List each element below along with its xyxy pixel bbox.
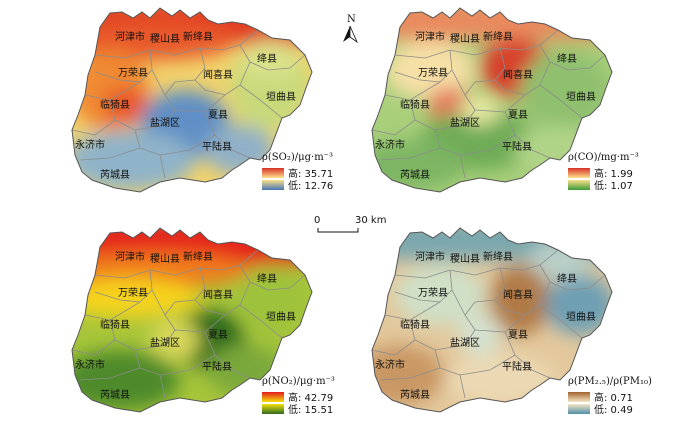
- legend-swatch-low: [262, 180, 284, 190]
- county-label-ruicheng: 芮城县: [400, 168, 430, 181]
- county-label-wanrong: 万荣县: [418, 287, 448, 299]
- county-label-xinjiang: 新绛县: [183, 250, 213, 263]
- county-label-jiangxian: 绛县: [557, 52, 577, 65]
- legend-swatch-high: [568, 392, 590, 402]
- county-label-jiangxian: 绛县: [557, 272, 577, 285]
- county-label-wenxi: 闻喜县: [203, 68, 233, 81]
- legend-high-label: 高: 35.71: [288, 167, 333, 180]
- county-label-pinglu: 平陆县: [502, 140, 532, 153]
- county-label-xinjiang: 新绛县: [183, 30, 213, 43]
- map-panel-pm-ratio: 河津市 稷山县 新绛县 绛县 万荣县 闻喜县 垣曲县 临猗县 盐湖区 夏县 永济…: [371, 227, 652, 416]
- legend-swatch-high: [262, 392, 284, 402]
- county-label-jishan: 稷山县: [150, 253, 180, 265]
- county-label-xiaxian: 夏县: [208, 329, 228, 341]
- legend-low-label: 低: 12.76: [288, 179, 333, 192]
- county-label-wanrong: 万荣县: [118, 287, 148, 299]
- county-label-pinglu: 平陆县: [202, 360, 232, 373]
- county-label-yuanqu: 垣曲县: [566, 91, 596, 103]
- legend-no2: ρ(NO₂)/μg·m⁻³ 高: 42.79 低: 15.51: [262, 376, 335, 416]
- county-label-pinglu: 平陆县: [202, 140, 232, 153]
- map-panel-co: 河津市 稷山县 新绛县 绛县 万荣县 闻喜县 垣曲县 临猗县 盐湖区 夏县 永济…: [371, 7, 639, 193]
- county-label-wenxi: 闻喜县: [503, 288, 533, 301]
- county-label-pinglu: 平陆县: [502, 360, 532, 373]
- county-label-ruicheng: 芮城县: [400, 388, 430, 401]
- county-label-hejin: 河津市: [415, 250, 445, 263]
- legend-swatch-high: [568, 168, 590, 178]
- county-label-yongji: 永济市: [75, 358, 105, 371]
- legend-swatch-high: [262, 168, 284, 178]
- county-label-xiaxian: 夏县: [508, 109, 528, 121]
- county-label-linyi: 临猗县: [100, 98, 130, 111]
- north-arrow: N: [343, 14, 358, 44]
- county-label-linyi: 临猗县: [400, 318, 430, 331]
- county-label-linyi: 临猗县: [100, 318, 130, 331]
- map-panel-no2: 河津市 稷山县 新绛县 绛县 万荣县 闻喜县 垣曲县 临猗县 盐湖区 夏县 永济…: [71, 227, 335, 416]
- county-label-yanhu: 盐湖区: [150, 336, 180, 349]
- county-label-wenxi: 闻喜县: [503, 68, 533, 81]
- county-label-yuanqu: 垣曲县: [566, 311, 596, 323]
- county-label-yanhu: 盐湖区: [450, 336, 480, 349]
- county-label-yuanqu: 垣曲县: [266, 91, 296, 103]
- legend-co: ρ(CO)/mg·m⁻³ 高: 1.99 低: 1.07: [568, 152, 639, 192]
- map-panel-so2: 河津市 稷山县 新绛县 绛县 万荣县 闻喜县 垣曲县 临猗县 盐湖区 夏县 永济…: [71, 7, 333, 193]
- legend-high-label: 高: 42.79: [288, 391, 333, 404]
- county-label-xiaxian: 夏县: [508, 329, 528, 341]
- county-label-wenxi: 闻喜县: [203, 288, 233, 301]
- scale-distance: 30 km: [355, 215, 386, 226]
- county-label-xiaxian: 夏县: [208, 109, 228, 121]
- legend-high-label: 高: 1.99: [594, 167, 633, 180]
- scale-zero: 0: [314, 215, 320, 226]
- legend-low-label: 低: 15.51: [288, 403, 333, 416]
- north-label: N: [347, 14, 356, 25]
- legend-title: ρ(PM₂.₅)/ρ(PM₁₀): [568, 376, 652, 387]
- county-label-jishan: 稷山县: [450, 33, 480, 45]
- legend-title: ρ(SO₂)/μg·m⁻³: [262, 152, 333, 163]
- county-label-xinjiang: 新绛县: [483, 30, 513, 43]
- county-label-wanrong: 万荣县: [418, 67, 448, 79]
- legend-swatch-low: [568, 404, 590, 414]
- county-label-jishan: 稷山县: [150, 33, 180, 45]
- county-label-yongji: 永济市: [375, 138, 405, 151]
- county-label-yuanqu: 垣曲县: [266, 311, 296, 323]
- county-label-jiangxian: 绛县: [257, 272, 277, 285]
- county-label-yanhu: 盐湖区: [150, 116, 180, 129]
- county-label-hejin: 河津市: [115, 250, 145, 263]
- county-label-yongji: 永济市: [75, 138, 105, 151]
- county-label-linyi: 临猗县: [400, 98, 430, 111]
- legend-low-label: 低: 0.49: [594, 403, 633, 416]
- scale-bar: 0 30 km: [314, 215, 386, 233]
- county-label-yanhu: 盐湖区: [450, 116, 480, 129]
- county-label-xinjiang: 新绛县: [483, 250, 513, 263]
- legend-low-label: 低: 1.07: [594, 179, 633, 192]
- legend-title: ρ(NO₂)/μg·m⁻³: [262, 376, 335, 387]
- legend-high-label: 高: 0.71: [594, 391, 633, 404]
- county-label-jiangxian: 绛县: [257, 52, 277, 65]
- north-arrow-icon: [343, 26, 350, 42]
- legend-pm-ratio: ρ(PM₂.₅)/ρ(PM₁₀) 高: 0.71 低: 0.49: [568, 376, 652, 416]
- county-label-ruicheng: 芮城县: [100, 388, 130, 401]
- county-label-yongji: 永济市: [375, 358, 405, 371]
- county-label-jishan: 稷山县: [450, 253, 480, 265]
- legend-title: ρ(CO)/mg·m⁻³: [568, 152, 639, 163]
- county-label-ruicheng: 芮城县: [100, 168, 130, 181]
- county-label-hejin: 河津市: [415, 30, 445, 43]
- legend-swatch-low: [262, 404, 284, 414]
- county-label-wanrong: 万荣县: [118, 67, 148, 79]
- legend-swatch-low: [568, 180, 590, 190]
- legend-so2: ρ(SO₂)/μg·m⁻³ 高: 35.71 低: 12.76: [262, 152, 333, 192]
- county-label-hejin: 河津市: [115, 30, 145, 43]
